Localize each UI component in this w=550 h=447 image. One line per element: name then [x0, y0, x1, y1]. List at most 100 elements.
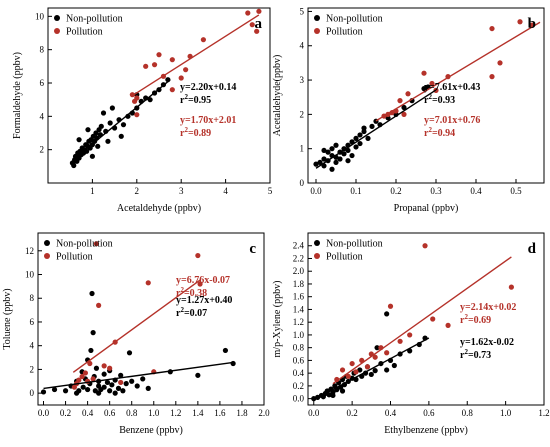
legend: Non-pollution Pollution	[314, 239, 383, 263]
series-non_pollution	[40, 290, 236, 396]
data-point-pollution	[79, 373, 85, 380]
data-point-pollution	[76, 377, 82, 383]
fit-line-non_pollution	[313, 337, 430, 401]
data-point-pollution	[339, 367, 346, 373]
x-tick-label: 5	[268, 186, 273, 196]
data-point-pollution	[364, 364, 371, 370]
data-point-non_pollution	[134, 383, 140, 389]
plot-frame	[47, 7, 271, 184]
y-tick-label: 10	[35, 11, 45, 21]
y-axis-label: Toluene (ppbv)	[2, 288, 13, 349]
panel-letter: c	[249, 241, 256, 257]
data-point-non_pollution	[329, 146, 335, 152]
x-tick-label: 2	[135, 186, 140, 196]
data-point-pollution	[249, 22, 255, 28]
data-point-pollution	[405, 91, 411, 97]
data-point-non_pollution	[120, 122, 127, 128]
panel-a: 1 2 3 4 5 2 4 6 8 10 Acetaldehyde (ppbv) Formaldehy…	[12, 7, 273, 214]
data-point-non_pollution	[76, 137, 82, 143]
x-tick-label: 0.6	[423, 408, 435, 418]
y-tick-label: 4	[40, 111, 45, 121]
data-point-non_pollution	[321, 147, 327, 154]
y-axis-label: Formaldehyde (ppbv)	[12, 52, 23, 139]
x-tick-label: 1.8	[236, 408, 248, 418]
data-point-non_pollution	[123, 381, 129, 387]
regression-equation: y=2.20x+0.14	[180, 82, 236, 93]
legend-marker-pollution	[314, 253, 320, 259]
x-tick-label: 1.2	[538, 408, 549, 418]
data-point-non_pollution	[353, 144, 359, 150]
data-point-pollution	[422, 243, 428, 249]
x-tick-label: 0.0	[308, 408, 320, 418]
y-tick-label: 8	[30, 293, 35, 303]
y-tick-label: 1.0	[293, 330, 305, 340]
panel-b: 0.0 0.1 0.2 0.3 0.4 0.5 0 1 2 3 4 5 Propanal (ppbv) A…	[272, 6, 545, 214]
y-tick-label: 2.2	[293, 253, 304, 263]
data-point-non_pollution	[372, 368, 378, 374]
y-tick-label: 4	[30, 341, 35, 351]
x-tick-label: 0.6	[104, 408, 116, 418]
x-axis-label: Propanal (ppbv)	[394, 203, 459, 214]
panel-letter: b	[528, 16, 536, 32]
y-tick-label: 1.8	[293, 279, 305, 289]
regression-equation: y=7.01x+0.76	[424, 115, 480, 126]
data-point-pollution	[397, 98, 403, 104]
x-tick-label: 1.2	[170, 408, 181, 418]
data-point-pollution	[384, 350, 390, 356]
data-point-pollution	[96, 302, 102, 308]
data-point-pollution	[107, 365, 113, 371]
data-point-pollution	[508, 284, 514, 290]
r-squared-value: r2=0.38	[176, 286, 207, 299]
plot-area	[40, 241, 236, 396]
x-tick-label: 0.2	[347, 408, 358, 418]
data-point-non_pollution	[391, 362, 397, 369]
regression-equation: y=1.70x+2.01	[180, 115, 236, 126]
data-point-non_pollution	[333, 159, 339, 166]
data-point-pollution	[169, 57, 175, 63]
fit-line-pollution	[332, 256, 512, 385]
data-point-pollution	[129, 92, 135, 98]
y-tick-label: 2	[40, 145, 45, 155]
data-point-pollution	[93, 241, 100, 247]
data-point-non_pollution	[345, 158, 351, 164]
plot-area	[311, 243, 514, 402]
data-point-pollution	[401, 111, 407, 117]
data-point-pollution	[101, 363, 107, 369]
y-tick-label: 5	[300, 6, 305, 16]
y-tick-label: 2.4	[293, 241, 305, 251]
data-point-pollution	[183, 67, 189, 73]
regression-equation: y=1.27x+0.40	[176, 295, 232, 306]
data-point-non_pollution	[325, 149, 331, 155]
legend-marker-non_pollution	[54, 15, 60, 21]
data-point-non_pollution	[357, 367, 363, 373]
plot-frame	[37, 232, 265, 406]
data-point-pollution	[143, 63, 149, 69]
plot-area	[69, 8, 262, 169]
regression-equation: y=1.62x-0.02	[460, 337, 514, 348]
legend-label-pollution: Pollution	[66, 27, 103, 38]
x-axis-label: Ethylbenzene (ppbv)	[384, 425, 468, 436]
panel-letter: a	[255, 16, 263, 32]
data-point-non_pollution	[333, 142, 339, 148]
data-point-non_pollution	[107, 120, 113, 126]
data-point-pollution	[90, 376, 96, 382]
data-point-pollution	[349, 360, 355, 367]
data-point-pollution	[489, 25, 495, 32]
data-point-non_pollution	[339, 388, 346, 394]
data-point-pollution	[353, 369, 359, 375]
y-tick-label: 6	[40, 78, 45, 88]
data-point-non_pollution	[95, 143, 101, 149]
plot-area	[313, 19, 541, 172]
panel-c: 0.0 0.2 0.4 0.6 0.8 1.0 1.2 1.4 1.6 1.8 2.0 0 2 4 6 8 10…	[2, 232, 270, 436]
data-point-non_pollution	[384, 311, 390, 317]
data-point-non_pollution	[100, 110, 107, 116]
y-tick-label: 0	[30, 388, 35, 398]
r-squared-value: r2=0.73	[460, 348, 491, 361]
data-point-non_pollution	[230, 360, 236, 367]
plot-frame	[307, 7, 545, 184]
data-point-non_pollution	[365, 135, 371, 141]
